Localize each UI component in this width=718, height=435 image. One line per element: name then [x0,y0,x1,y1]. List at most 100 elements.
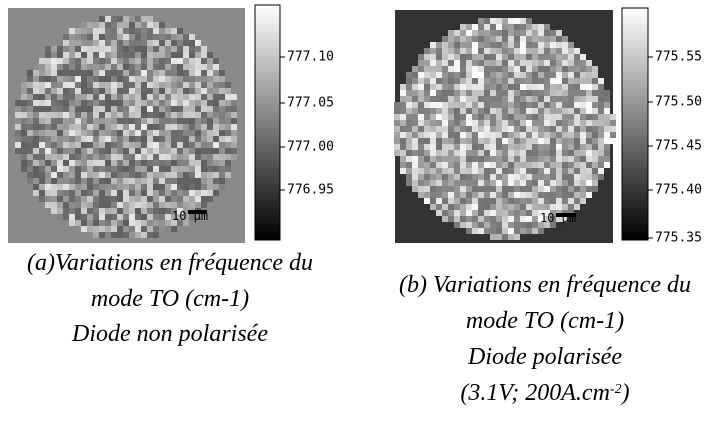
map-pixel [207,124,213,130]
map-pixel [424,48,430,54]
map-pixel [159,58,165,64]
map-pixel [63,196,69,202]
map-pixel [460,24,466,30]
map-pixel [33,166,39,172]
map-pixel [538,24,544,30]
map-pixel [490,36,496,42]
map-pixel [490,222,496,228]
map-pixel [586,66,592,72]
caption-text: -2 [610,382,622,397]
colorbar-tick-label: 775.55 [655,50,702,65]
map-pixel [57,64,63,70]
map-pixel [520,90,526,96]
map-pixel [526,114,532,120]
map-pixel [478,216,484,222]
map-pixel [418,66,424,72]
map-pixel [532,144,538,150]
map-pixel [580,162,586,168]
map-pixel [189,160,195,166]
map-pixel [568,180,574,186]
map-pixel [141,196,147,202]
map-pixel [51,52,57,58]
map-pixel [532,198,538,204]
map-pixel [153,22,159,28]
map-pixel [117,190,123,196]
map-pixel [21,118,27,124]
map-pixel [123,172,129,178]
map-pixel [171,190,177,196]
map-pixel [442,150,448,156]
map-pixel [99,76,105,82]
map-pixel [496,198,502,204]
map-pixel [159,154,165,160]
map-pixel [33,148,39,154]
map-pixel [21,136,27,142]
map-pixel [105,202,111,208]
map-pixel [580,90,586,96]
map-pixel [57,94,63,100]
map-pixel [514,48,520,54]
map-pixel [460,216,466,222]
map-pixel [538,54,544,60]
map-pixel [123,28,129,34]
map-pixel [177,208,183,214]
map-pixel [195,106,201,112]
map-pixel [550,54,556,60]
map-pixel [418,144,424,150]
map-pixel [171,106,177,112]
map-pixel [466,36,472,42]
map-pixel [466,180,472,186]
map-pixel [63,166,69,172]
map-pixel [514,66,520,72]
map-pixel [496,144,502,150]
map-pixel [147,40,153,46]
map-pixel [502,36,508,42]
map-pixel [219,178,225,184]
map-pixel [171,184,177,190]
map-pixel [496,138,502,144]
map-pixel [15,142,21,148]
map-pixel [484,66,490,72]
map-pixel [153,196,159,202]
map-pixel [460,66,466,72]
map-pixel [556,108,562,114]
map-pixel [508,108,514,114]
map-pixel [406,144,412,150]
map-pixel [141,124,147,130]
map-pixel [550,216,556,222]
map-pixel [442,54,448,60]
map-pixel [532,222,538,228]
map-pixel [538,102,544,108]
map-pixel [448,42,454,48]
map-pixel [496,60,502,66]
map-pixel [177,190,183,196]
map-pixel [418,102,424,108]
map-pixel [442,168,448,174]
map-pixel [532,90,538,96]
map-pixel [123,76,129,82]
map-pixel [400,162,406,168]
map-pixel [520,186,526,192]
map-pixel [183,46,189,52]
map-pixel [189,196,195,202]
map-pixel [598,168,604,174]
map-pixel [496,42,502,48]
map-pixel [81,112,87,118]
map-pixel [454,186,460,192]
map-pixel [448,186,454,192]
map-pixel [63,118,69,124]
map-pixel [562,174,568,180]
map-pixel [394,144,400,150]
map-pixel [183,184,189,190]
map-pixel [478,132,484,138]
map-pixel [472,180,478,186]
map-pixel [526,48,532,54]
map-pixel [430,90,436,96]
caption-text: ) [620,380,630,406]
map-pixel [195,100,201,106]
map-pixel [39,172,45,178]
map-pixel [141,202,147,208]
map-pixel [598,114,604,120]
map-pixel [189,172,195,178]
map-pixel [111,94,117,100]
